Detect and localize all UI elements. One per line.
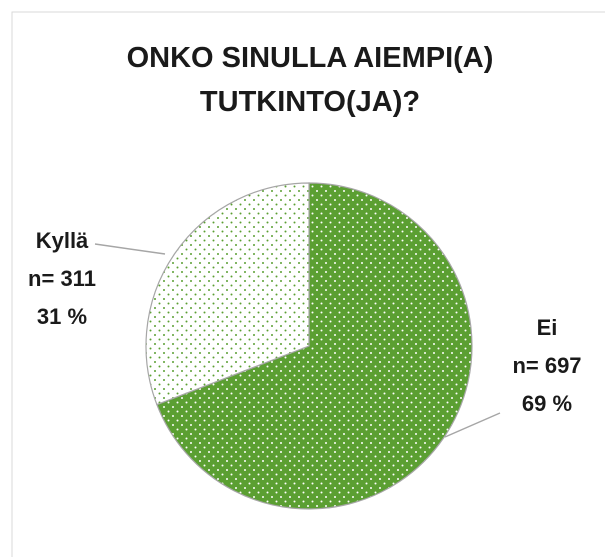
pie-slice	[156, 182, 473, 510]
slice-percent-label: 69 %	[522, 391, 572, 416]
slice-value-label: n= 697	[512, 353, 581, 378]
slice-label: Kyllä	[36, 228, 89, 253]
pie-slice	[145, 182, 310, 406]
leader-line	[94, 243, 166, 255]
chart-border	[11, 11, 605, 557]
leader-line	[444, 412, 501, 438]
chart-title: ONKO SINULLA AIEMPI(A) TUTKINTO(JA)?	[126, 42, 494, 118]
slice-percent-label: 31 %	[37, 304, 87, 329]
slice-label: Ei	[537, 315, 558, 340]
slice-value-label: n= 311	[28, 266, 96, 291]
